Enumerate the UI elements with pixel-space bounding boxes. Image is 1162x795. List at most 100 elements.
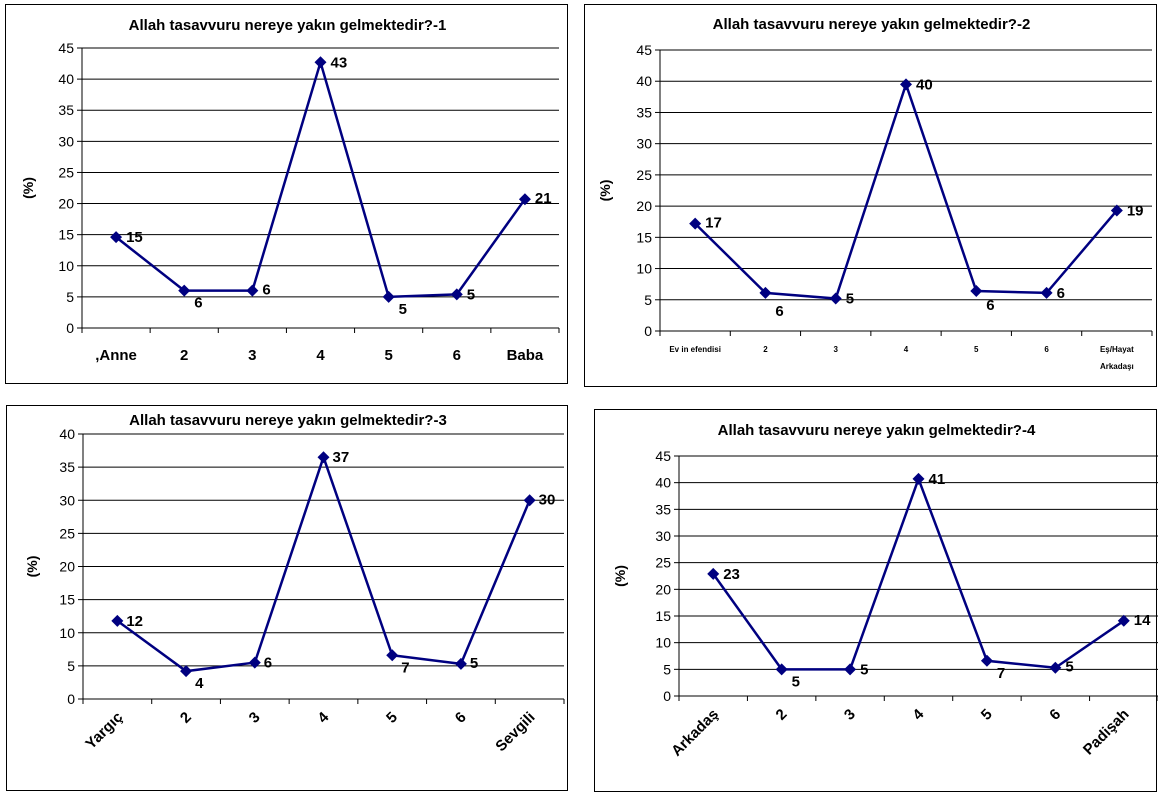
y-tick-label: 15 xyxy=(636,229,652,245)
data-label: 12 xyxy=(126,613,143,630)
data-label: 6 xyxy=(775,303,783,320)
data-label: 41 xyxy=(929,471,946,488)
data-label: 4 xyxy=(195,675,204,692)
y-tick-label: 45 xyxy=(636,42,652,58)
data-label: 6 xyxy=(264,655,272,672)
data-label: 7 xyxy=(997,665,1005,682)
data-label: 5 xyxy=(467,286,475,303)
data-label: 37 xyxy=(333,449,350,466)
x-tick-label: 6 xyxy=(1046,706,1064,724)
data-label: 17 xyxy=(705,215,722,232)
chart-panel-2: Allah tasavvuru nereye yakın gelmektedir… xyxy=(584,4,1157,387)
data-label: 43 xyxy=(331,54,348,71)
data-point xyxy=(1049,661,1062,674)
data-point xyxy=(178,284,191,297)
y-tick-label: 20 xyxy=(59,559,75,575)
x-tick-label: 2 xyxy=(180,347,188,364)
y-tick-label: 0 xyxy=(663,688,671,704)
data-label: 5 xyxy=(860,661,868,678)
y-tick-label: 15 xyxy=(58,227,74,243)
data-point xyxy=(518,193,531,206)
x-tick-label: Eş/Hayat Arkadaşı xyxy=(1100,345,1134,371)
data-point xyxy=(111,614,124,627)
y-tick-label: 25 xyxy=(636,167,652,183)
data-point xyxy=(386,649,399,662)
series-line xyxy=(116,453,531,673)
data-label: 40 xyxy=(916,76,933,93)
chart-title: Allah tasavvuru nereye yakın gelmektedir… xyxy=(713,16,1031,33)
y-tick-label: 45 xyxy=(655,448,671,464)
x-tick-label: Padişah xyxy=(1080,706,1133,759)
x-tick-label: ,Anne xyxy=(95,347,137,364)
y-tick-label: 35 xyxy=(636,104,652,120)
data-point xyxy=(314,56,327,69)
data-point xyxy=(523,494,536,507)
series-line xyxy=(115,57,526,299)
data-point xyxy=(450,288,463,301)
data-label: 6 xyxy=(194,295,202,312)
data-label: 5 xyxy=(846,291,854,308)
data-point xyxy=(980,654,993,667)
data-point xyxy=(1040,286,1053,299)
data-point xyxy=(844,663,857,676)
y-tick-label: 5 xyxy=(663,661,671,677)
x-tick-label: 4 xyxy=(909,705,927,723)
x-tick-label: 3 xyxy=(833,345,838,354)
y-tick-label: 20 xyxy=(655,581,671,597)
y-tick-label: 40 xyxy=(655,475,671,491)
chart-panel-4: Allah tasavvuru nereye yakın gelmektedir… xyxy=(594,409,1158,792)
y-tick-label: 30 xyxy=(655,528,671,544)
y-tick-label: 10 xyxy=(58,258,74,274)
x-tick-label: Arkadaş xyxy=(668,706,722,760)
data-label: 7 xyxy=(401,659,409,676)
y-axis-label: (%) xyxy=(20,177,36,199)
data-label: 15 xyxy=(126,229,143,246)
x-tick-label: 2 xyxy=(773,706,791,724)
data-point xyxy=(180,665,193,678)
chart-panel-3: Allah tasavvuru nereye yakın gelmektedir… xyxy=(6,405,568,791)
y-tick-label: 45 xyxy=(58,40,74,56)
y-axis-label: (%) xyxy=(24,556,40,578)
line-chart: Allah tasavvuru nereye yakın gelmektedir… xyxy=(612,422,1158,760)
data-label: 5 xyxy=(399,301,407,318)
x-tick-label: 3 xyxy=(246,709,264,727)
data-point xyxy=(775,663,788,676)
x-tick-label: 2 xyxy=(763,345,768,354)
y-tick-label: 40 xyxy=(636,73,652,89)
y-tick-label: 20 xyxy=(58,196,74,212)
y-tick-label: 0 xyxy=(66,320,74,336)
x-tick-label: 5 xyxy=(383,709,401,727)
data-point xyxy=(454,657,467,670)
data-point xyxy=(110,231,123,244)
y-tick-label: 10 xyxy=(636,261,652,277)
data-label: 30 xyxy=(539,491,556,508)
x-tick-label: 5 xyxy=(384,347,392,364)
y-tick-label: 5 xyxy=(66,289,74,305)
x-tick-label: 6 xyxy=(453,347,461,364)
y-tick-label: 25 xyxy=(655,555,671,571)
chart-title: Allah tasavvuru nereye yakın gelmektedir… xyxy=(718,422,1036,439)
data-point xyxy=(1110,204,1123,217)
y-tick-label: 0 xyxy=(644,323,652,339)
x-tick-label: 5 xyxy=(974,345,979,354)
data-label: 14 xyxy=(1134,612,1151,629)
data-label: 5 xyxy=(470,655,478,672)
y-tick-label: 30 xyxy=(59,492,75,508)
data-label: 21 xyxy=(535,190,552,207)
x-tick-label: 6 xyxy=(1044,345,1049,354)
line-chart: Allah tasavvuru nereye yakın gelmektedir… xyxy=(20,17,560,364)
x-tick-label: Sevgili xyxy=(492,709,538,755)
y-tick-label: 20 xyxy=(636,198,652,214)
y-tick-label: 40 xyxy=(59,426,75,442)
line-chart: Allah tasavvuru nereye yakın gelmektedir… xyxy=(24,412,565,755)
x-tick-label: 2 xyxy=(177,709,195,727)
chart-title: Allah tasavvuru nereye yakın gelmektedir… xyxy=(129,412,447,429)
x-tick-label: Ev in efendisi xyxy=(669,345,721,354)
x-tick-label: 4 xyxy=(316,347,325,364)
y-tick-label: 40 xyxy=(58,71,74,87)
y-tick-label: 30 xyxy=(58,133,74,149)
data-point xyxy=(1117,614,1130,627)
y-tick-label: 35 xyxy=(59,459,75,475)
series-line xyxy=(694,80,1118,300)
data-label: 19 xyxy=(1127,202,1144,219)
